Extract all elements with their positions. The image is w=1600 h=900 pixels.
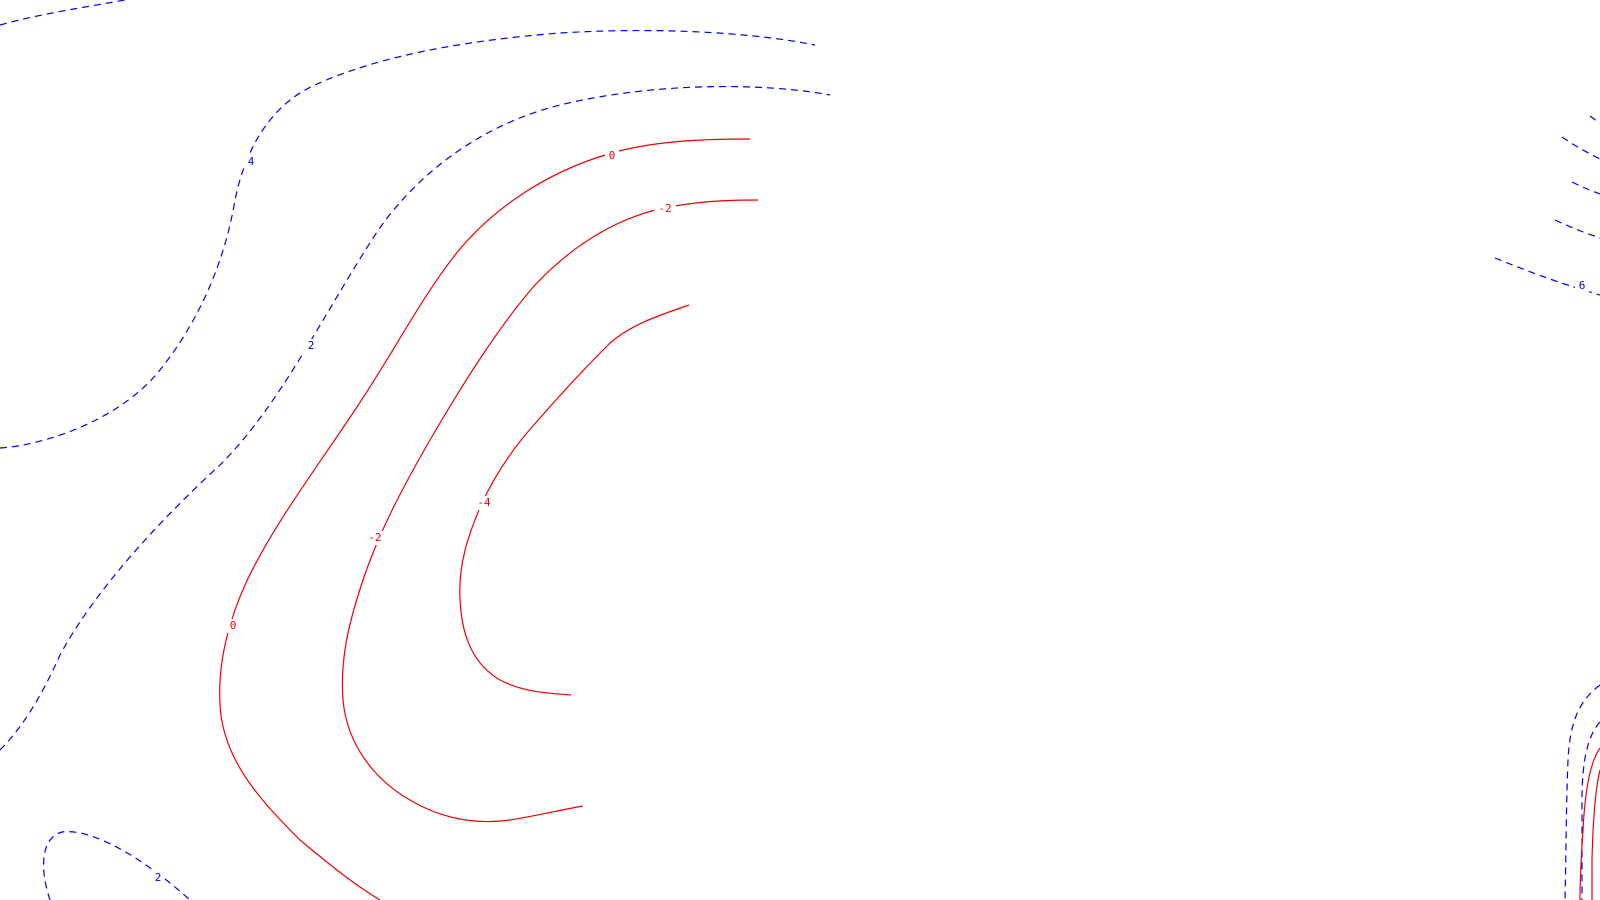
contour-label-text: 0 [609, 149, 616, 162]
contour-label-6: 6 [1575, 279, 1589, 293]
contour-label-text: 4 [248, 155, 255, 168]
contour-line-negative [1579, 747, 1600, 900]
contour-line-positive [1589, 115, 1600, 124]
contour-line-negative [341, 199, 759, 823]
contour-label-text: -2 [368, 531, 381, 544]
contour-label-2-lower: 2 [151, 871, 165, 885]
contour-label-text: 2 [155, 871, 162, 884]
contour-label-text: -2 [658, 202, 671, 215]
contour-line-positive [42, 831, 191, 900]
contour-line-positive [1554, 219, 1600, 239]
contour-line-positive [1564, 684, 1600, 900]
contour-label-0-left: 0 [226, 619, 240, 633]
contour-line-positive [0, 29, 816, 449]
contour-label-text: 2 [308, 339, 315, 352]
contour-line-positive [1561, 136, 1600, 160]
contour-line-positive [1571, 181, 1600, 195]
contour-line-negative [1591, 769, 1600, 900]
contour-line-positive [1581, 721, 1600, 900]
contour-label-text: 6 [1579, 279, 1586, 292]
contour-label-0-top: 0 [605, 149, 619, 163]
contour-line-negative [219, 138, 751, 900]
contour-label-text: -4 [477, 496, 491, 509]
contour-label-4: 4 [244, 155, 258, 169]
contour-line-positive [0, 0, 126, 26]
contour-label-2-upper: 2 [304, 339, 318, 353]
contour-label-neg2-top: -2 [654, 202, 676, 216]
contour-label-text: 0 [230, 619, 237, 632]
contour-line-positive [0, 85, 831, 751]
contour-label-neg4: -4 [473, 496, 495, 510]
contour-label-neg2-left: -2 [364, 531, 386, 545]
